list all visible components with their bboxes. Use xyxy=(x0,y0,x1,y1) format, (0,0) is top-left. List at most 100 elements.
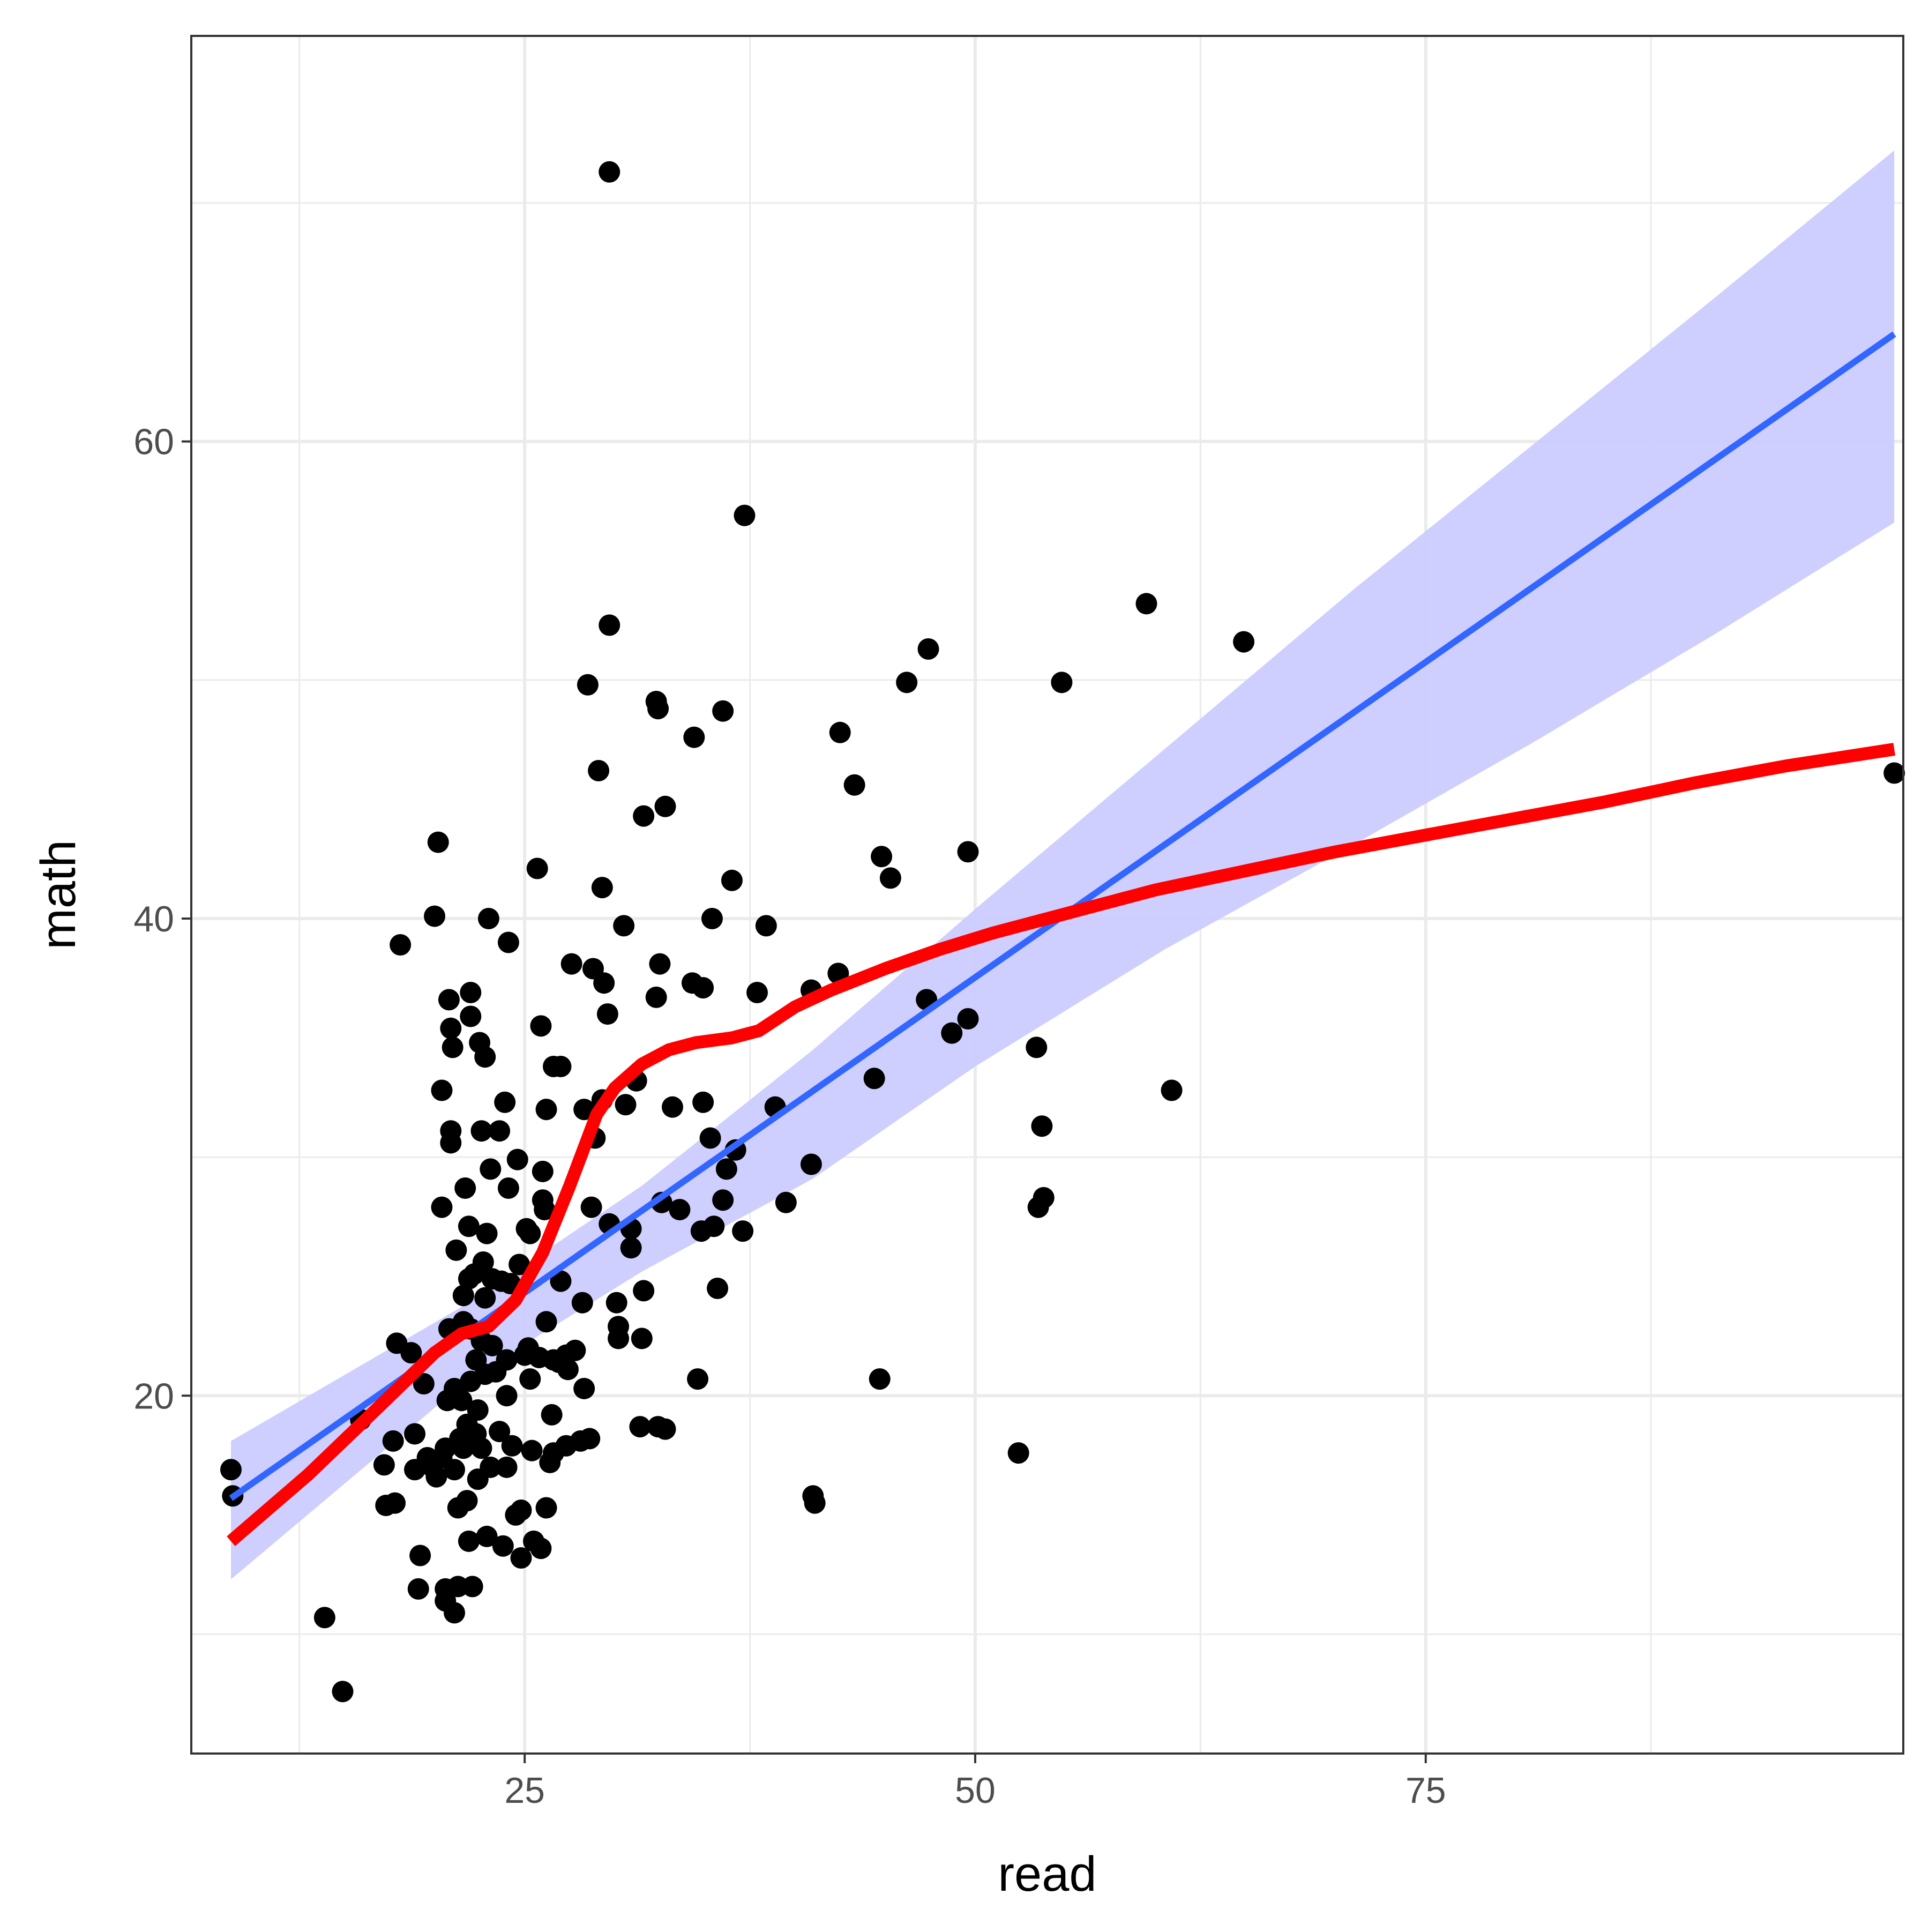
data-point xyxy=(871,846,893,868)
y-axis-title: math xyxy=(31,840,86,950)
data-point xyxy=(629,1416,651,1438)
fit-lines xyxy=(227,331,1896,1546)
data-point xyxy=(497,931,519,953)
data-point xyxy=(957,1008,979,1030)
data-point xyxy=(526,857,548,879)
y-tick-label: 40 xyxy=(133,899,174,939)
data-point xyxy=(579,1428,601,1450)
data-point xyxy=(605,1292,627,1314)
data-point xyxy=(703,1215,725,1237)
data-point xyxy=(661,1096,683,1118)
data-point xyxy=(424,905,446,927)
data-point xyxy=(413,1373,435,1395)
data-point xyxy=(476,1222,498,1244)
smooth-fit-line xyxy=(227,743,1896,1546)
data-point xyxy=(541,1404,563,1426)
data-point xyxy=(382,1430,404,1452)
data-point xyxy=(506,1148,528,1170)
data-point xyxy=(481,1334,503,1356)
data-point xyxy=(461,1576,483,1598)
data-point xyxy=(715,1158,737,1180)
data-point xyxy=(454,1177,476,1199)
data-point xyxy=(474,1287,496,1309)
y-tick-label: 60 xyxy=(133,422,174,463)
data-point xyxy=(588,760,610,782)
data-point xyxy=(550,1270,572,1292)
data-point xyxy=(444,1459,466,1481)
x-axis-ticks: 25 50 75 xyxy=(504,1754,1446,1811)
data-point xyxy=(496,1385,518,1407)
data-point xyxy=(494,1091,516,1113)
data-point xyxy=(608,1316,630,1338)
data-point xyxy=(557,1359,579,1381)
data-point xyxy=(444,1602,466,1624)
data-point xyxy=(400,1342,422,1364)
data-point xyxy=(1033,1187,1055,1209)
data-point xyxy=(683,726,705,748)
data-point xyxy=(1026,1036,1048,1058)
data-point xyxy=(409,1545,431,1567)
data-point xyxy=(220,1459,242,1481)
data-point xyxy=(440,1017,462,1039)
data-point xyxy=(1161,1079,1183,1101)
data-point xyxy=(692,977,714,999)
data-point xyxy=(496,1349,518,1371)
data-point xyxy=(467,1399,489,1421)
data-point xyxy=(442,1036,463,1058)
data-point xyxy=(615,1094,637,1116)
data-point xyxy=(530,1015,552,1037)
data-point xyxy=(458,1215,480,1237)
data-point xyxy=(734,504,756,526)
data-point xyxy=(755,915,777,937)
data-point xyxy=(692,1091,714,1113)
data-point xyxy=(489,1421,511,1443)
x-tick-label: 75 xyxy=(1405,1770,1446,1811)
data-point xyxy=(425,1466,447,1488)
data-point xyxy=(712,700,734,722)
data-point xyxy=(863,1068,885,1090)
data-point xyxy=(564,1339,586,1361)
data-point xyxy=(917,638,939,660)
data-point xyxy=(532,1160,554,1182)
data-point xyxy=(534,1199,556,1221)
data-point xyxy=(458,1530,480,1552)
data-point xyxy=(699,1127,721,1149)
data-point xyxy=(332,1681,354,1703)
data-point xyxy=(647,698,669,720)
data-point xyxy=(451,1390,473,1412)
data-point xyxy=(800,1153,822,1175)
data-point xyxy=(1007,1442,1029,1464)
y-tick-label: 20 xyxy=(133,1376,174,1416)
data-point xyxy=(427,831,449,853)
data-point xyxy=(1135,593,1157,615)
data-point xyxy=(510,1547,532,1569)
data-point xyxy=(492,1535,514,1557)
data-point xyxy=(407,1578,429,1600)
data-point xyxy=(476,1525,498,1547)
data-point xyxy=(313,1607,335,1629)
data-point xyxy=(707,1277,729,1299)
data-point xyxy=(472,1251,494,1273)
data-point xyxy=(869,1368,891,1390)
data-point xyxy=(497,1177,519,1199)
data-point xyxy=(1051,672,1073,693)
data-point xyxy=(480,1158,502,1180)
data-point xyxy=(445,1239,467,1261)
data-point xyxy=(452,1437,474,1459)
data-point xyxy=(460,1005,482,1027)
data-point xyxy=(452,1285,474,1307)
data-point xyxy=(775,1191,797,1213)
data-point xyxy=(599,614,620,636)
data-point xyxy=(593,972,615,994)
data-point xyxy=(373,1454,395,1476)
data-point xyxy=(829,721,851,743)
data-point xyxy=(480,1456,502,1478)
x-tick-label: 25 xyxy=(504,1770,545,1811)
data-point xyxy=(613,915,635,937)
data-point xyxy=(631,1327,653,1349)
data-point xyxy=(509,1254,530,1275)
data-point xyxy=(599,161,620,183)
data-point xyxy=(460,982,482,1004)
data-point xyxy=(896,672,918,693)
